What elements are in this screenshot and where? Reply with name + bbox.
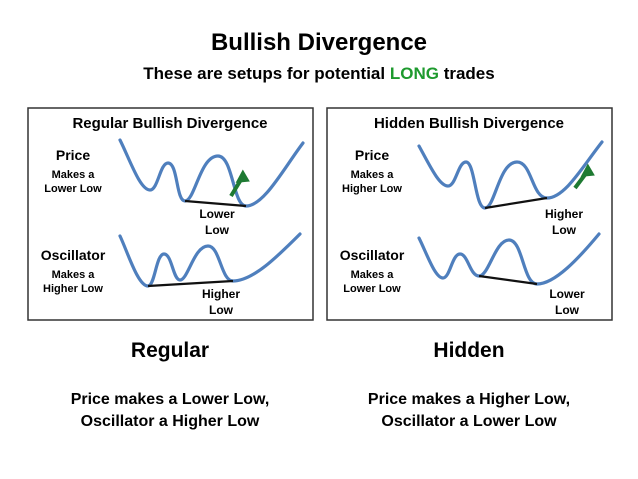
arrow-head (235, 169, 250, 183)
arrow-head (580, 163, 595, 177)
note: Low (555, 303, 580, 317)
side-label: Makes a (52, 269, 96, 281)
side-label: Makes a (351, 169, 395, 181)
description: Price makes a Higher Low, (368, 391, 570, 408)
note: Low (209, 303, 234, 317)
side-label: Price (355, 147, 389, 163)
note: Lower (199, 207, 235, 221)
oscillator-divergence-line (478, 274, 538, 286)
note: Low (205, 223, 230, 237)
subtitle: These are setups for potential LONG trad… (143, 64, 494, 83)
panel-border (326, 107, 613, 321)
panel: Regular Bullish Divergence Price Makes a Lo… (27, 107, 314, 321)
price-wave (118, 138, 305, 208)
side-label: Oscillator (340, 247, 405, 263)
description: Price makes a Lower Low, (71, 391, 270, 408)
subtitle-text: trades (444, 64, 495, 83)
price-divergence-line (484, 196, 548, 210)
side-label: Price (56, 147, 90, 163)
panel: Hidden Bullish Divergence Price Makes a Hig… (326, 107, 613, 321)
side-label: Makes a (52, 169, 96, 181)
subtitle-text: These are setups for potential (143, 64, 385, 83)
note: Higher (545, 207, 583, 221)
oscillator-divergence-line (147, 279, 234, 288)
note: Low (552, 223, 577, 237)
panel-title: Regular Bullish Divergence (72, 115, 267, 132)
note: Higher (202, 287, 240, 301)
description: Oscillator a Higher Low (81, 413, 260, 430)
note: Lower (549, 287, 585, 301)
side-label: Lower Low (343, 283, 401, 295)
side-label: Higher Low (43, 283, 103, 295)
side-label: Higher Low (342, 183, 402, 195)
side-label: Oscillator (41, 247, 106, 263)
panel-title: Hidden Bullish Divergence (374, 115, 564, 132)
side-label: Makes a (351, 269, 395, 281)
side-label: Lower Low (44, 183, 102, 195)
caption: Regular (131, 339, 209, 362)
subtitle-highlight: LONG (390, 64, 439, 83)
caption: Hidden (433, 339, 504, 362)
description: Oscillator a Lower Low (381, 413, 557, 430)
price-divergence-line (184, 199, 247, 208)
title: Bullish Divergence (211, 29, 427, 56)
